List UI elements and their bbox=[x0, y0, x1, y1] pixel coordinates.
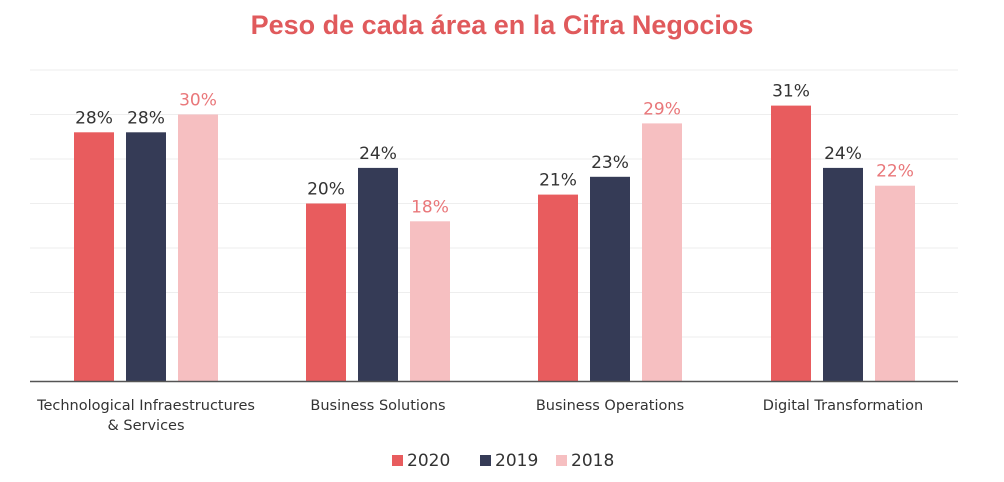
data-label-2019-3: 23% bbox=[591, 153, 629, 173]
bar-2020-4 bbox=[771, 105, 811, 382]
data-label-2018-2: 18% bbox=[411, 197, 449, 217]
bar-2020-3 bbox=[538, 194, 578, 382]
category-label: Business Solutions bbox=[310, 398, 445, 414]
bar-2018-4 bbox=[875, 185, 915, 382]
bar-2019-4 bbox=[823, 167, 863, 382]
data-label-2018-4: 22% bbox=[876, 162, 914, 182]
data-label-2020-2: 20% bbox=[307, 180, 345, 200]
category-label: Technological Infraestructures bbox=[36, 398, 255, 414]
bar-2019-3 bbox=[590, 176, 630, 382]
legend-label-2018: 2018 bbox=[571, 451, 614, 471]
legend-swatch-2020 bbox=[392, 455, 403, 466]
bar-2019-2 bbox=[358, 167, 398, 382]
legend-swatch-2018 bbox=[556, 455, 567, 466]
legend-label-2019: 2019 bbox=[495, 451, 538, 471]
category-label: Digital Transformation bbox=[763, 398, 923, 414]
bar-2020-2 bbox=[306, 203, 346, 382]
data-label-2018-1: 30% bbox=[179, 91, 217, 111]
bar-2020-1 bbox=[74, 132, 114, 382]
data-label-2019-1: 28% bbox=[127, 108, 165, 128]
legend-swatch-2019 bbox=[480, 455, 491, 466]
bar-2019-1 bbox=[126, 132, 166, 382]
data-label-2018-3: 29% bbox=[643, 99, 681, 119]
data-label-2019-2: 24% bbox=[359, 144, 397, 164]
category-label: & Services bbox=[107, 418, 184, 434]
bar-2018-1 bbox=[178, 114, 218, 382]
chart-title: Peso de cada área en la Cifra Negocios bbox=[250, 10, 754, 40]
data-label-2020-3: 21% bbox=[539, 171, 577, 191]
data-label-2020-1: 28% bbox=[75, 108, 113, 128]
category-label: Business Operations bbox=[536, 398, 684, 414]
bar-2018-3 bbox=[642, 123, 682, 382]
data-label-2019-4: 24% bbox=[824, 144, 862, 164]
data-label-2020-4: 31% bbox=[772, 82, 810, 102]
legend-label-2020: 2020 bbox=[407, 451, 450, 471]
bar-2018-2 bbox=[410, 221, 450, 382]
